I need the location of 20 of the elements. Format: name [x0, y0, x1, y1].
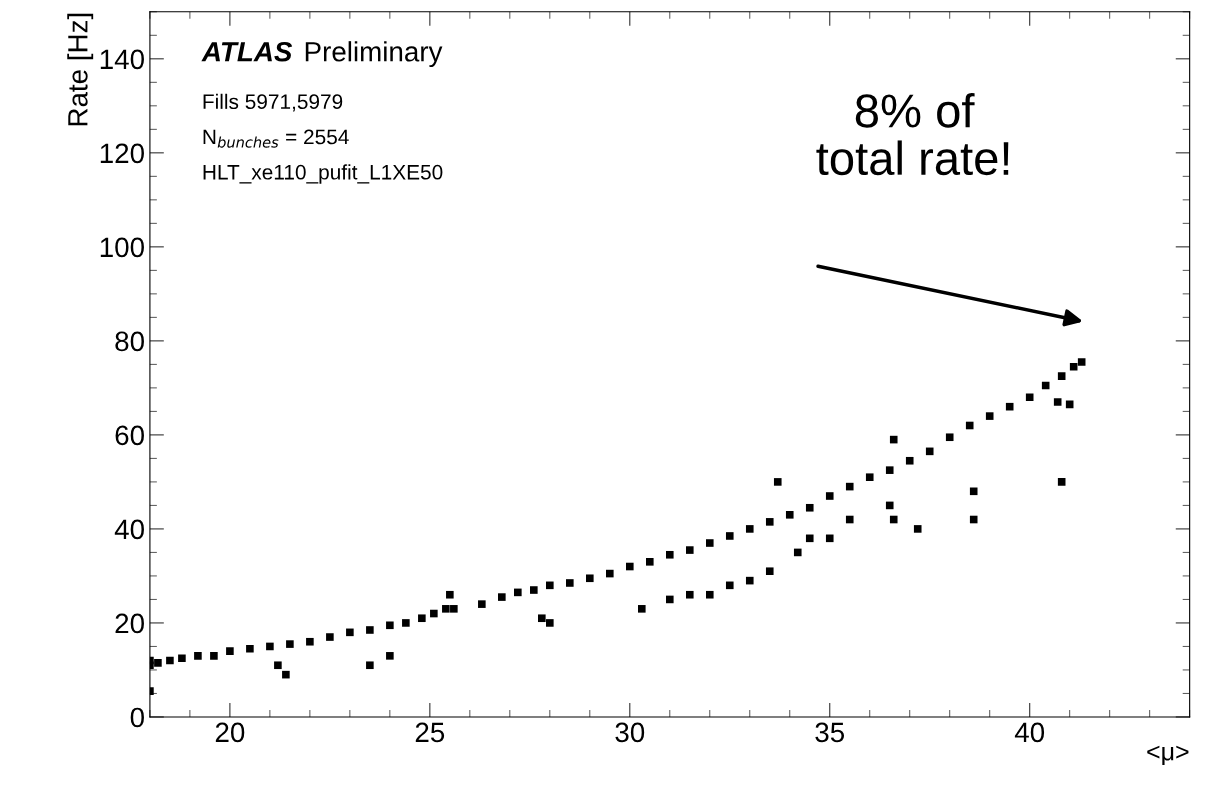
- y-tick-label: 60: [115, 425, 144, 446]
- annotation: 8% of total rate!: [816, 93, 1009, 176]
- annotation: N$_{bunches}$ = 2554: [203, 129, 349, 148]
- x-tick-label: 25: [415, 722, 445, 743]
- y-tick-label: 120: [100, 143, 144, 164]
- annotation: Fills 5971,5979: [203, 93, 343, 112]
- x-axis-title: <μ>: [1147, 745, 1189, 766]
- y-tick-label: 100: [100, 237, 144, 258]
- y-tick-label: 40: [114, 519, 144, 540]
- y-tick-label: 0: [130, 707, 144, 728]
- y-tick-label: 20: [115, 613, 144, 634]
- y-tick-label: 80: [115, 331, 144, 352]
- y-axis-title: Rate [Hz]: [67, 13, 94, 126]
- annotation: HLT_xe110_pufit_L1XE50: [203, 164, 443, 184]
- x-tick-label: 30: [615, 722, 645, 743]
- x-tick-label: 35: [815, 722, 845, 743]
- x-tick-label: 40: [1014, 722, 1045, 743]
- annotation: ATLAS Preliminary: [201, 41, 443, 68]
- x-tick-label: 20: [215, 722, 245, 743]
- y-tick-label: 140: [100, 49, 144, 70]
